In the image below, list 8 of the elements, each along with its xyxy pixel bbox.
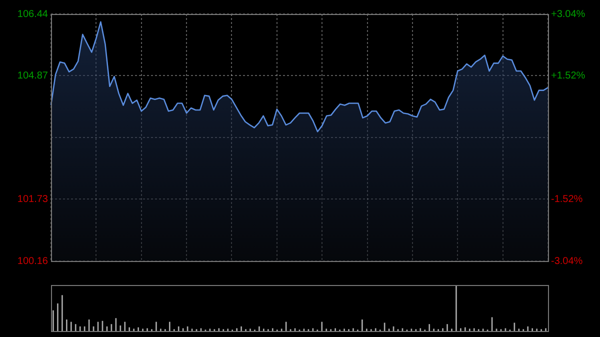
y-tick-label: 101.73 — [17, 194, 48, 205]
y2-tick-label: +3.04% — [551, 8, 586, 20]
y-tick-label: 104.87 — [17, 70, 48, 82]
y2-tick-label: +1.52% — [551, 70, 586, 82]
y2-tick-label: -3.04% — [551, 256, 583, 267]
y-tick-label: 106.44 — [17, 8, 48, 20]
y-tick-label: 100.16 — [17, 256, 48, 267]
y2-tick-label: -1.52% — [551, 194, 583, 205]
